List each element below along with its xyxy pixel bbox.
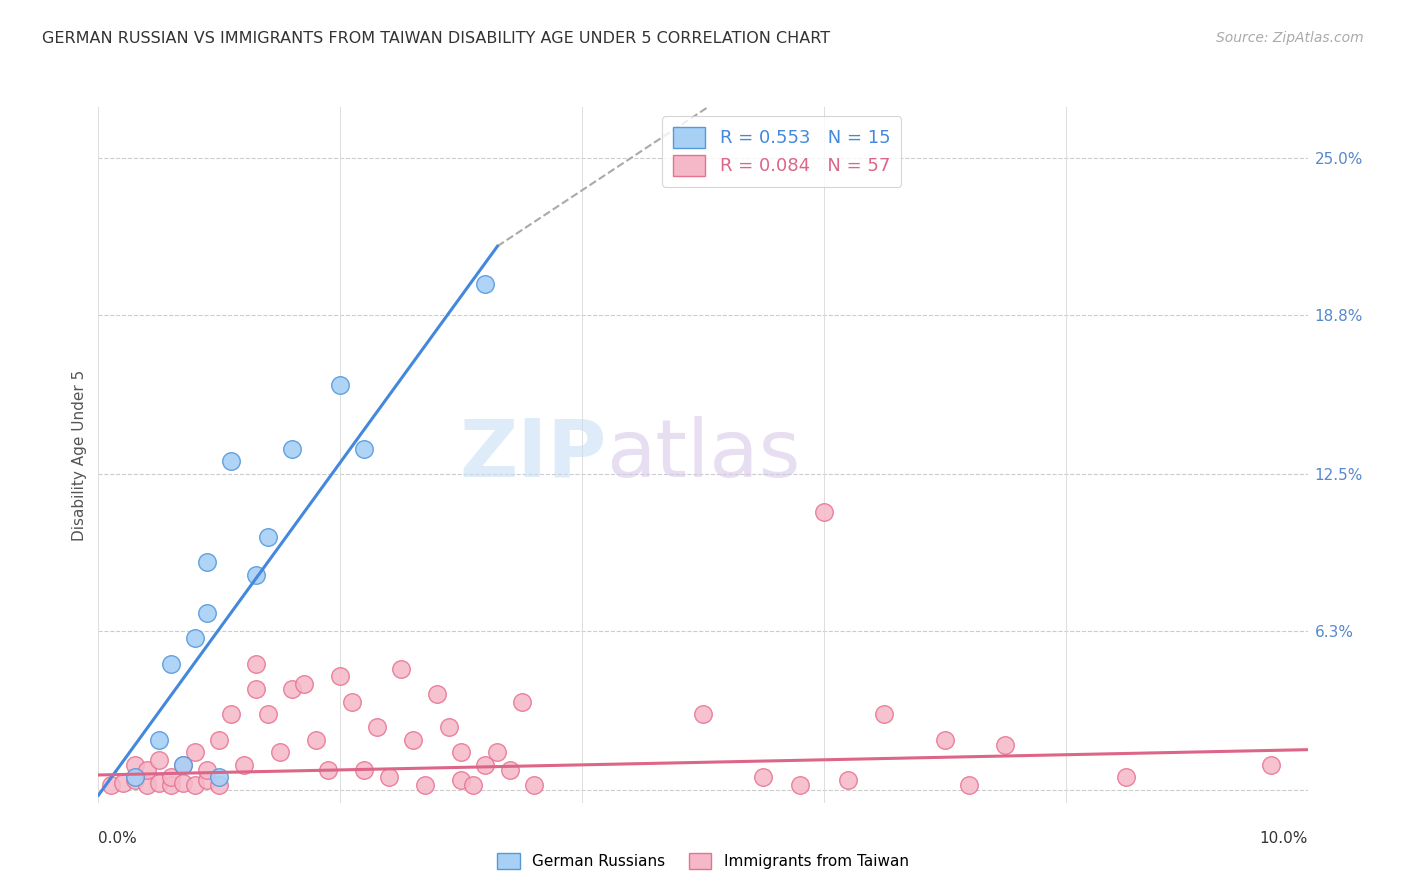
Point bbox=[124, 757, 146, 772]
Point bbox=[160, 657, 183, 671]
Point bbox=[342, 695, 364, 709]
Point bbox=[195, 556, 218, 570]
Point bbox=[316, 763, 339, 777]
Point bbox=[281, 681, 304, 696]
Point bbox=[377, 771, 399, 785]
Point bbox=[353, 763, 375, 777]
Point bbox=[184, 745, 207, 759]
Point bbox=[100, 778, 122, 792]
Point bbox=[402, 732, 425, 747]
Point bbox=[281, 442, 304, 456]
Point bbox=[510, 695, 533, 709]
Point bbox=[135, 778, 157, 792]
Point bbox=[450, 745, 472, 759]
Point bbox=[789, 778, 811, 792]
Text: Source: ZipAtlas.com: Source: ZipAtlas.com bbox=[1216, 31, 1364, 45]
Point bbox=[366, 720, 388, 734]
Point bbox=[172, 757, 194, 772]
Point bbox=[111, 775, 134, 789]
Point bbox=[329, 669, 352, 683]
Point bbox=[245, 568, 267, 582]
Point bbox=[124, 772, 146, 787]
Text: GERMAN RUSSIAN VS IMMIGRANTS FROM TAIWAN DISABILITY AGE UNDER 5 CORRELATION CHAR: GERMAN RUSSIAN VS IMMIGRANTS FROM TAIWAN… bbox=[42, 31, 831, 46]
Point bbox=[994, 738, 1017, 752]
Point bbox=[184, 632, 207, 646]
Point bbox=[195, 772, 218, 787]
Point bbox=[221, 707, 243, 722]
Point bbox=[957, 778, 980, 792]
Point bbox=[934, 732, 956, 747]
Point bbox=[353, 442, 375, 456]
Point bbox=[221, 454, 243, 468]
Point bbox=[305, 732, 328, 747]
Point bbox=[813, 505, 835, 519]
Point bbox=[232, 757, 254, 772]
Point bbox=[523, 778, 546, 792]
Point bbox=[160, 778, 183, 792]
Point bbox=[486, 745, 509, 759]
Text: atlas: atlas bbox=[606, 416, 800, 494]
Point bbox=[135, 763, 157, 777]
Point bbox=[426, 687, 449, 701]
Point bbox=[195, 763, 218, 777]
Legend: German Russians, Immigrants from Taiwan: German Russians, Immigrants from Taiwan bbox=[491, 847, 915, 875]
Point bbox=[413, 778, 436, 792]
Point bbox=[256, 707, 278, 722]
Point bbox=[474, 757, 496, 772]
Point bbox=[837, 772, 859, 787]
Point bbox=[184, 778, 207, 792]
Text: ZIP: ZIP bbox=[458, 416, 606, 494]
Point bbox=[498, 763, 520, 777]
Point bbox=[256, 530, 278, 544]
Text: 0.0%: 0.0% bbox=[98, 830, 138, 846]
Text: 10.0%: 10.0% bbox=[1260, 830, 1308, 846]
Point bbox=[172, 757, 194, 772]
Point bbox=[208, 778, 231, 792]
Point bbox=[148, 753, 170, 767]
Point bbox=[195, 606, 218, 620]
Point bbox=[389, 662, 412, 676]
Point bbox=[692, 707, 714, 722]
Point bbox=[329, 378, 352, 392]
Point bbox=[148, 775, 170, 789]
Point bbox=[463, 778, 485, 792]
Point bbox=[752, 771, 775, 785]
Point bbox=[450, 772, 472, 787]
Point bbox=[208, 732, 231, 747]
Point bbox=[208, 771, 231, 785]
Y-axis label: Disability Age Under 5: Disability Age Under 5 bbox=[72, 369, 87, 541]
Point bbox=[245, 681, 267, 696]
Legend: R = 0.553   N = 15, R = 0.084   N = 57: R = 0.553 N = 15, R = 0.084 N = 57 bbox=[662, 116, 901, 186]
Point bbox=[292, 677, 315, 691]
Point bbox=[1115, 771, 1137, 785]
Point bbox=[474, 277, 496, 292]
Point bbox=[148, 732, 170, 747]
Point bbox=[172, 775, 194, 789]
Point bbox=[124, 771, 146, 785]
Point bbox=[269, 745, 291, 759]
Point bbox=[245, 657, 267, 671]
Point bbox=[873, 707, 896, 722]
Point bbox=[160, 771, 183, 785]
Point bbox=[437, 720, 460, 734]
Point bbox=[1260, 757, 1282, 772]
